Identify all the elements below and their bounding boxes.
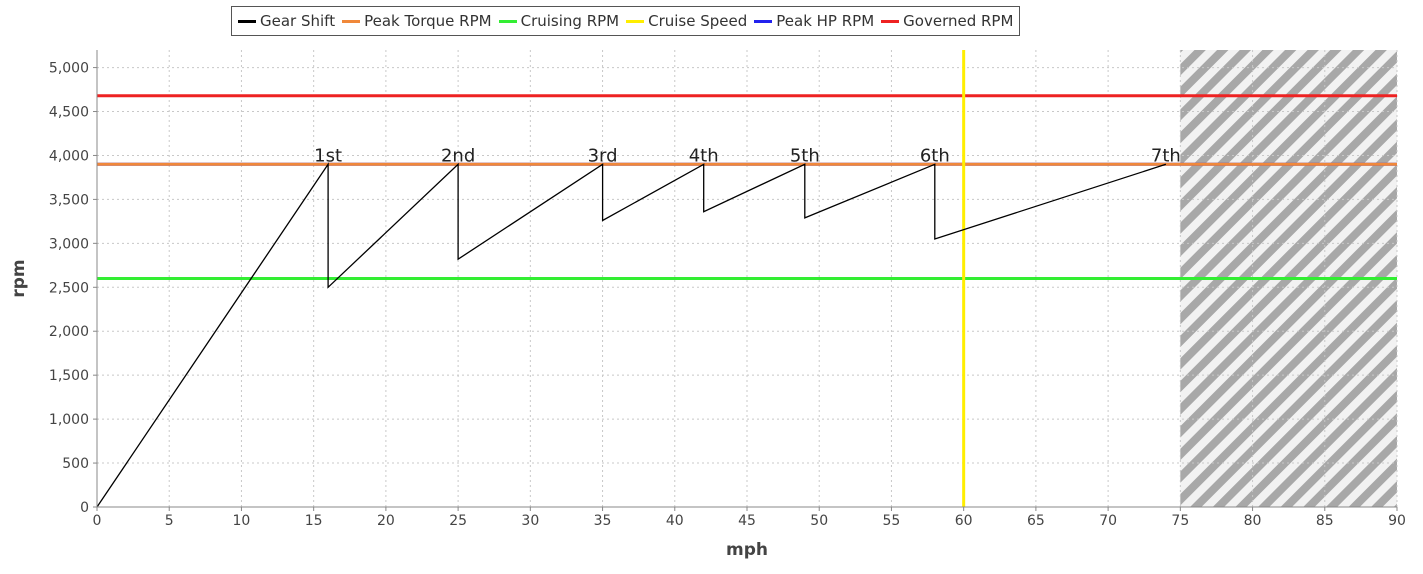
y-tick-label: 1,000	[49, 412, 89, 428]
legend-label: Cruising RPM	[520, 12, 620, 30]
x-tick-label: 25	[449, 513, 467, 529]
legend-swatch	[498, 19, 517, 23]
x-tick-label: 50	[810, 513, 828, 529]
y-tick-label: 3,500	[49, 192, 89, 208]
legend-swatch	[881, 19, 900, 23]
legend-label: Governed RPM	[903, 12, 1014, 30]
legend-item-peak-torque-rpm: Peak Torque RPM	[342, 12, 492, 30]
y-tick-label: 4,000	[49, 148, 89, 164]
x-tick-label: 30	[521, 513, 539, 529]
legend-swatch	[238, 19, 256, 23]
gear-label: 7th	[1151, 145, 1181, 166]
gear-label: 4th	[689, 145, 719, 166]
x-tick-label: 55	[883, 513, 901, 529]
gear-label: 3rd	[588, 145, 618, 166]
x-tick-label: 35	[594, 513, 612, 529]
legend-item-governed-rpm: Governed RPM	[881, 12, 1013, 30]
x-tick-label: 70	[1099, 513, 1117, 529]
x-tick-label: 60	[955, 513, 973, 529]
x-tick-label: 85	[1316, 513, 1334, 529]
legend-swatch	[754, 19, 773, 23]
y-axis-title: rpm	[9, 259, 29, 297]
gear-label: 1st	[314, 145, 342, 166]
gear-label: 2nd	[441, 145, 475, 166]
x-tick-label: 65	[1027, 513, 1045, 529]
legend-item-peak-hp-rpm: Peak HP RPM	[754, 12, 874, 30]
y-tick-label: 1,500	[49, 368, 89, 384]
y-tick-label: 3,000	[49, 236, 89, 252]
y-tick-label: 500	[62, 456, 89, 472]
legend-swatch	[626, 19, 645, 23]
legend-swatch	[342, 19, 361, 23]
x-tick-label: 15	[305, 513, 323, 529]
y-tick-label: 4,500	[49, 105, 89, 121]
legend-label: Peak Torque RPM	[364, 12, 492, 30]
x-tick-label: 5	[165, 513, 174, 529]
legend-label: Peak HP RPM	[776, 12, 875, 30]
y-tick-label: 5,000	[49, 61, 89, 77]
series-line-gear-shift	[96, 162, 1167, 508]
legend-item-gear-shift: Gear Shift	[238, 12, 335, 30]
legend-item-cruise-speed: Cruise Speed	[626, 12, 747, 30]
legend-item-cruising-rpm: Cruising RPM	[498, 12, 620, 30]
gear-label: 6th	[920, 145, 950, 166]
gear-label: 5th	[790, 145, 820, 166]
x-tick-label: 40	[666, 513, 684, 529]
x-tick-label: 80	[1244, 513, 1262, 529]
x-tick-label: 90	[1388, 513, 1406, 529]
x-tick-label: 45	[738, 513, 756, 529]
x-tick-label: 0	[93, 513, 102, 529]
legend: Gear Shift Peak Torque RPM Cruising RPM …	[231, 6, 1021, 36]
legend-label: Cruise Speed	[648, 12, 748, 30]
x-axis-title: mph	[726, 540, 768, 560]
x-tick-label: 75	[1171, 513, 1189, 529]
legend-label: Gear Shift	[260, 12, 336, 30]
x-tick-label: 10	[233, 513, 251, 529]
y-tick-label: 2,500	[49, 280, 89, 296]
x-tick-label: 20	[377, 513, 395, 529]
y-tick-label: 2,000	[49, 324, 89, 340]
y-tick-label: 0	[80, 500, 89, 516]
